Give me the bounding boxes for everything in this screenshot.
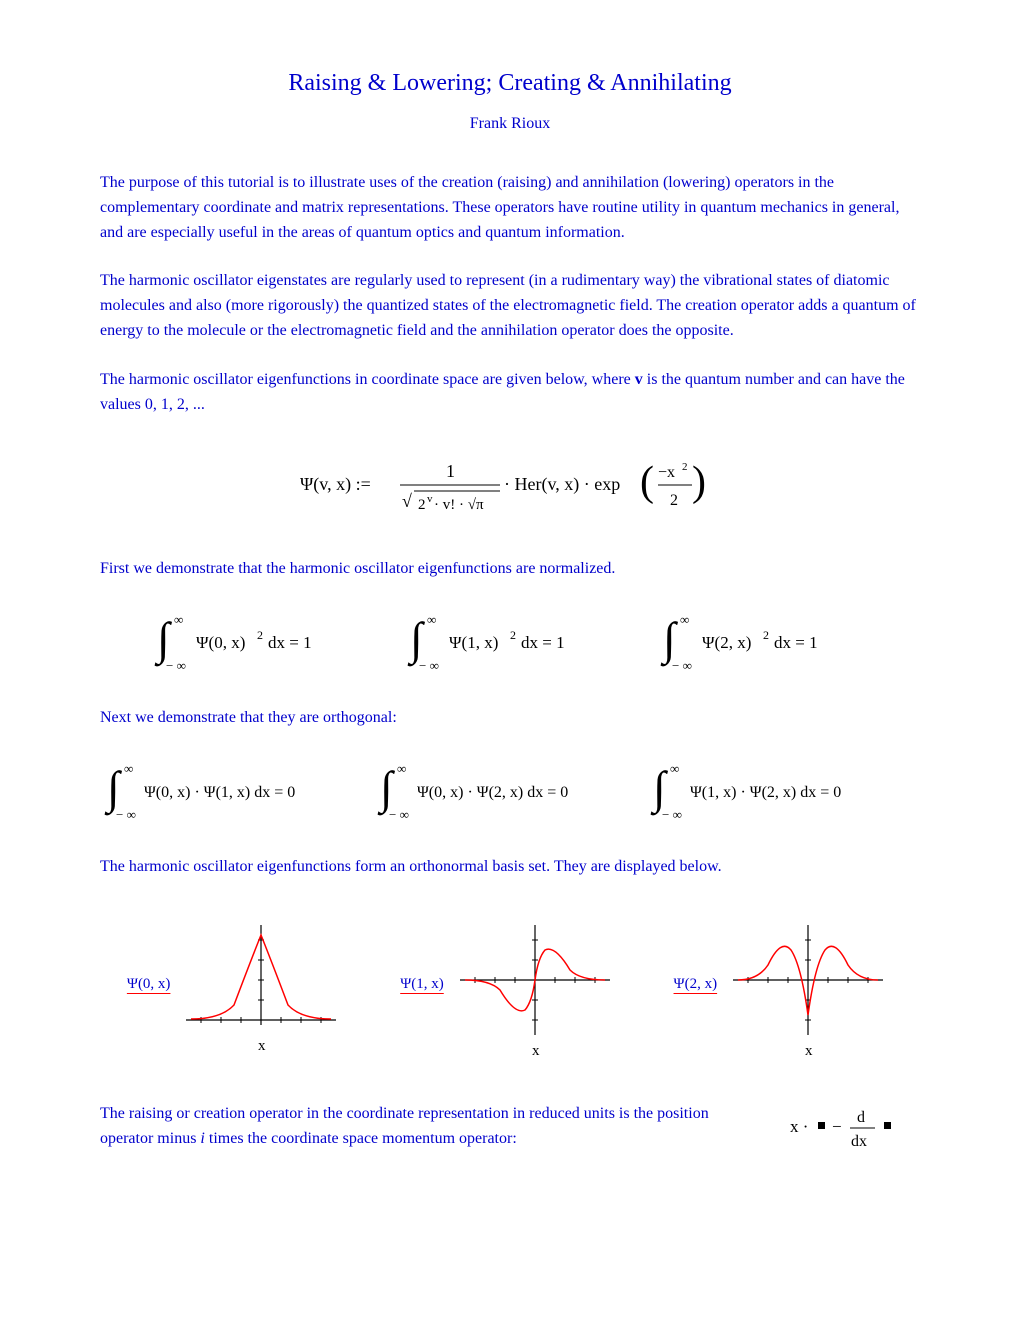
operator-row: The raising or creation operator in the …	[100, 1100, 920, 1155]
svg-text:Ψ(v, x) :=: Ψ(v, x) :=	[300, 474, 371, 495]
eigenfunction-graphs: Ψ(0, x) x	[100, 910, 920, 1060]
graph-psi1-label: Ψ(1, x)	[400, 976, 444, 993]
svg-text:∞: ∞	[427, 612, 436, 627]
paragraph-operator: The raising or creation operator in the …	[100, 1102, 750, 1152]
svg-text:− ∞: − ∞	[662, 807, 682, 822]
svg-text:−: −	[832, 1117, 842, 1136]
para3-part-a: The harmonic oscillator eigenfunctions i…	[100, 371, 635, 388]
page-title: Raising & Lowering; Creating & Annihilat…	[100, 70, 920, 97]
svg-text:2: 2	[682, 461, 688, 473]
graph-psi1: Ψ(1, x) x	[400, 910, 620, 1060]
operator-equation: x · − d dx	[790, 1100, 920, 1155]
paragraph-oscillator: The harmonic oscillator eigenstates are …	[100, 269, 920, 343]
svg-text:∞: ∞	[670, 761, 679, 776]
svg-text:dx = 1: dx = 1	[774, 633, 818, 652]
svg-text:d: d	[857, 1109, 865, 1126]
integral-orth-12: ∫ ∞ − ∞ Ψ(1, x) · Ψ(2, x) dx = 0	[648, 755, 918, 825]
svg-text:x: x	[258, 1038, 266, 1054]
integral-orth-02: ∫ ∞ − ∞ Ψ(0, x) · Ψ(2, x) dx = 0	[375, 755, 645, 825]
svg-text:Ψ(2, x): Ψ(2, x)	[702, 633, 751, 652]
svg-text:− ∞: − ∞	[166, 658, 186, 673]
graph-psi0: Ψ(0, x) x	[127, 910, 347, 1060]
integral-norm-1: ∫ ∞ − ∞ Ψ(1, x) 2 dx = 1	[405, 606, 615, 676]
svg-text:− ∞: − ∞	[419, 658, 439, 673]
svg-text:dx: dx	[851, 1133, 867, 1150]
svg-text:x: x	[532, 1043, 540, 1059]
paragraph-normalized: First we demonstrate that the harmonic o…	[100, 557, 920, 582]
document-page: Raising & Lowering; Creating & Annihilat…	[0, 0, 1020, 1195]
graph-psi2-label: Ψ(2, x)	[674, 976, 718, 993]
svg-text:2: 2	[257, 628, 263, 642]
svg-text:−x: −x	[658, 464, 675, 481]
svg-text:2: 2	[510, 628, 516, 642]
svg-text:Ψ(0, x): Ψ(0, x)	[196, 633, 245, 652]
svg-text:Ψ(0, x) · Ψ(1, x) dx = 0: Ψ(0, x) · Ψ(1, x) dx = 0	[144, 784, 295, 801]
author: Frank Rioux	[100, 115, 920, 133]
svg-text:v: v	[427, 493, 433, 505]
orthogonality-row: ∫ ∞ − ∞ Ψ(0, x) · Ψ(1, x) dx = 0 ∫ ∞ − ∞…	[100, 755, 920, 825]
svg-text:x: x	[805, 1043, 813, 1059]
graph-psi2: Ψ(2, x) x	[674, 910, 894, 1060]
graph-psi0-label: Ψ(0, x)	[127, 976, 171, 993]
svg-text:· v! · √π: · v! · √π	[434, 497, 484, 513]
paragraph-eigenfunctions: The harmonic oscillator eigenfunctions i…	[100, 368, 920, 418]
svg-text:Ψ(0, x) · Ψ(2, x) dx = 0: Ψ(0, x) · Ψ(2, x) dx = 0	[417, 784, 568, 801]
svg-text:dx = 1: dx = 1	[268, 633, 312, 652]
svg-text:− ∞: − ∞	[672, 658, 692, 673]
svg-text:x ·: x ·	[790, 1117, 808, 1136]
svg-text:∞: ∞	[124, 761, 133, 776]
integral-orth-01: ∫ ∞ − ∞ Ψ(0, x) · Ψ(1, x) dx = 0	[102, 755, 372, 825]
paragraph-intro: The purpose of this tutorial is to illus…	[100, 171, 920, 245]
svg-text:2: 2	[763, 628, 769, 642]
svg-text:− ∞: − ∞	[116, 807, 136, 822]
main-equation: Ψ(v, x) := 1 √ 2 v · v! · √π · Her(v, x)…	[100, 445, 920, 525]
svg-text:∞: ∞	[680, 612, 689, 627]
integral-norm-0: ∫ ∞ − ∞ Ψ(0, x) 2 dx = 1	[152, 606, 362, 676]
svg-text:): )	[692, 459, 706, 505]
paragraph-orthonormal: The harmonic oscillator eigenfunctions f…	[100, 855, 920, 880]
paragraph-orthogonal: Next we demonstrate that they are orthog…	[100, 706, 920, 731]
svg-text:dx = 1: dx = 1	[521, 633, 565, 652]
svg-text:(: (	[640, 459, 654, 505]
quantum-number-symbol: v	[635, 371, 643, 388]
para7-part-c: times the coordinate space momentum oper…	[205, 1130, 517, 1147]
svg-text:Ψ(1, x): Ψ(1, x)	[449, 633, 498, 652]
svg-text:√: √	[402, 491, 412, 511]
svg-text:Ψ(1, x) · Ψ(2, x) dx = 0: Ψ(1, x) · Ψ(2, x) dx = 0	[690, 784, 841, 801]
svg-text:∞: ∞	[174, 612, 183, 627]
svg-text:2: 2	[670, 492, 678, 509]
svg-text:− ∞: − ∞	[389, 807, 409, 822]
svg-text:· Her(v, x) · exp: · Her(v, x) · exp	[504, 474, 620, 495]
svg-text:∞: ∞	[397, 761, 406, 776]
integral-norm-2: ∫ ∞ − ∞ Ψ(2, x) 2 dx = 1	[658, 606, 868, 676]
normalization-row: ∫ ∞ − ∞ Ψ(0, x) 2 dx = 1 ∫ ∞ − ∞ Ψ(1, x)…	[100, 606, 920, 676]
svg-text:1: 1	[446, 461, 455, 481]
svg-text:2: 2	[418, 497, 426, 513]
